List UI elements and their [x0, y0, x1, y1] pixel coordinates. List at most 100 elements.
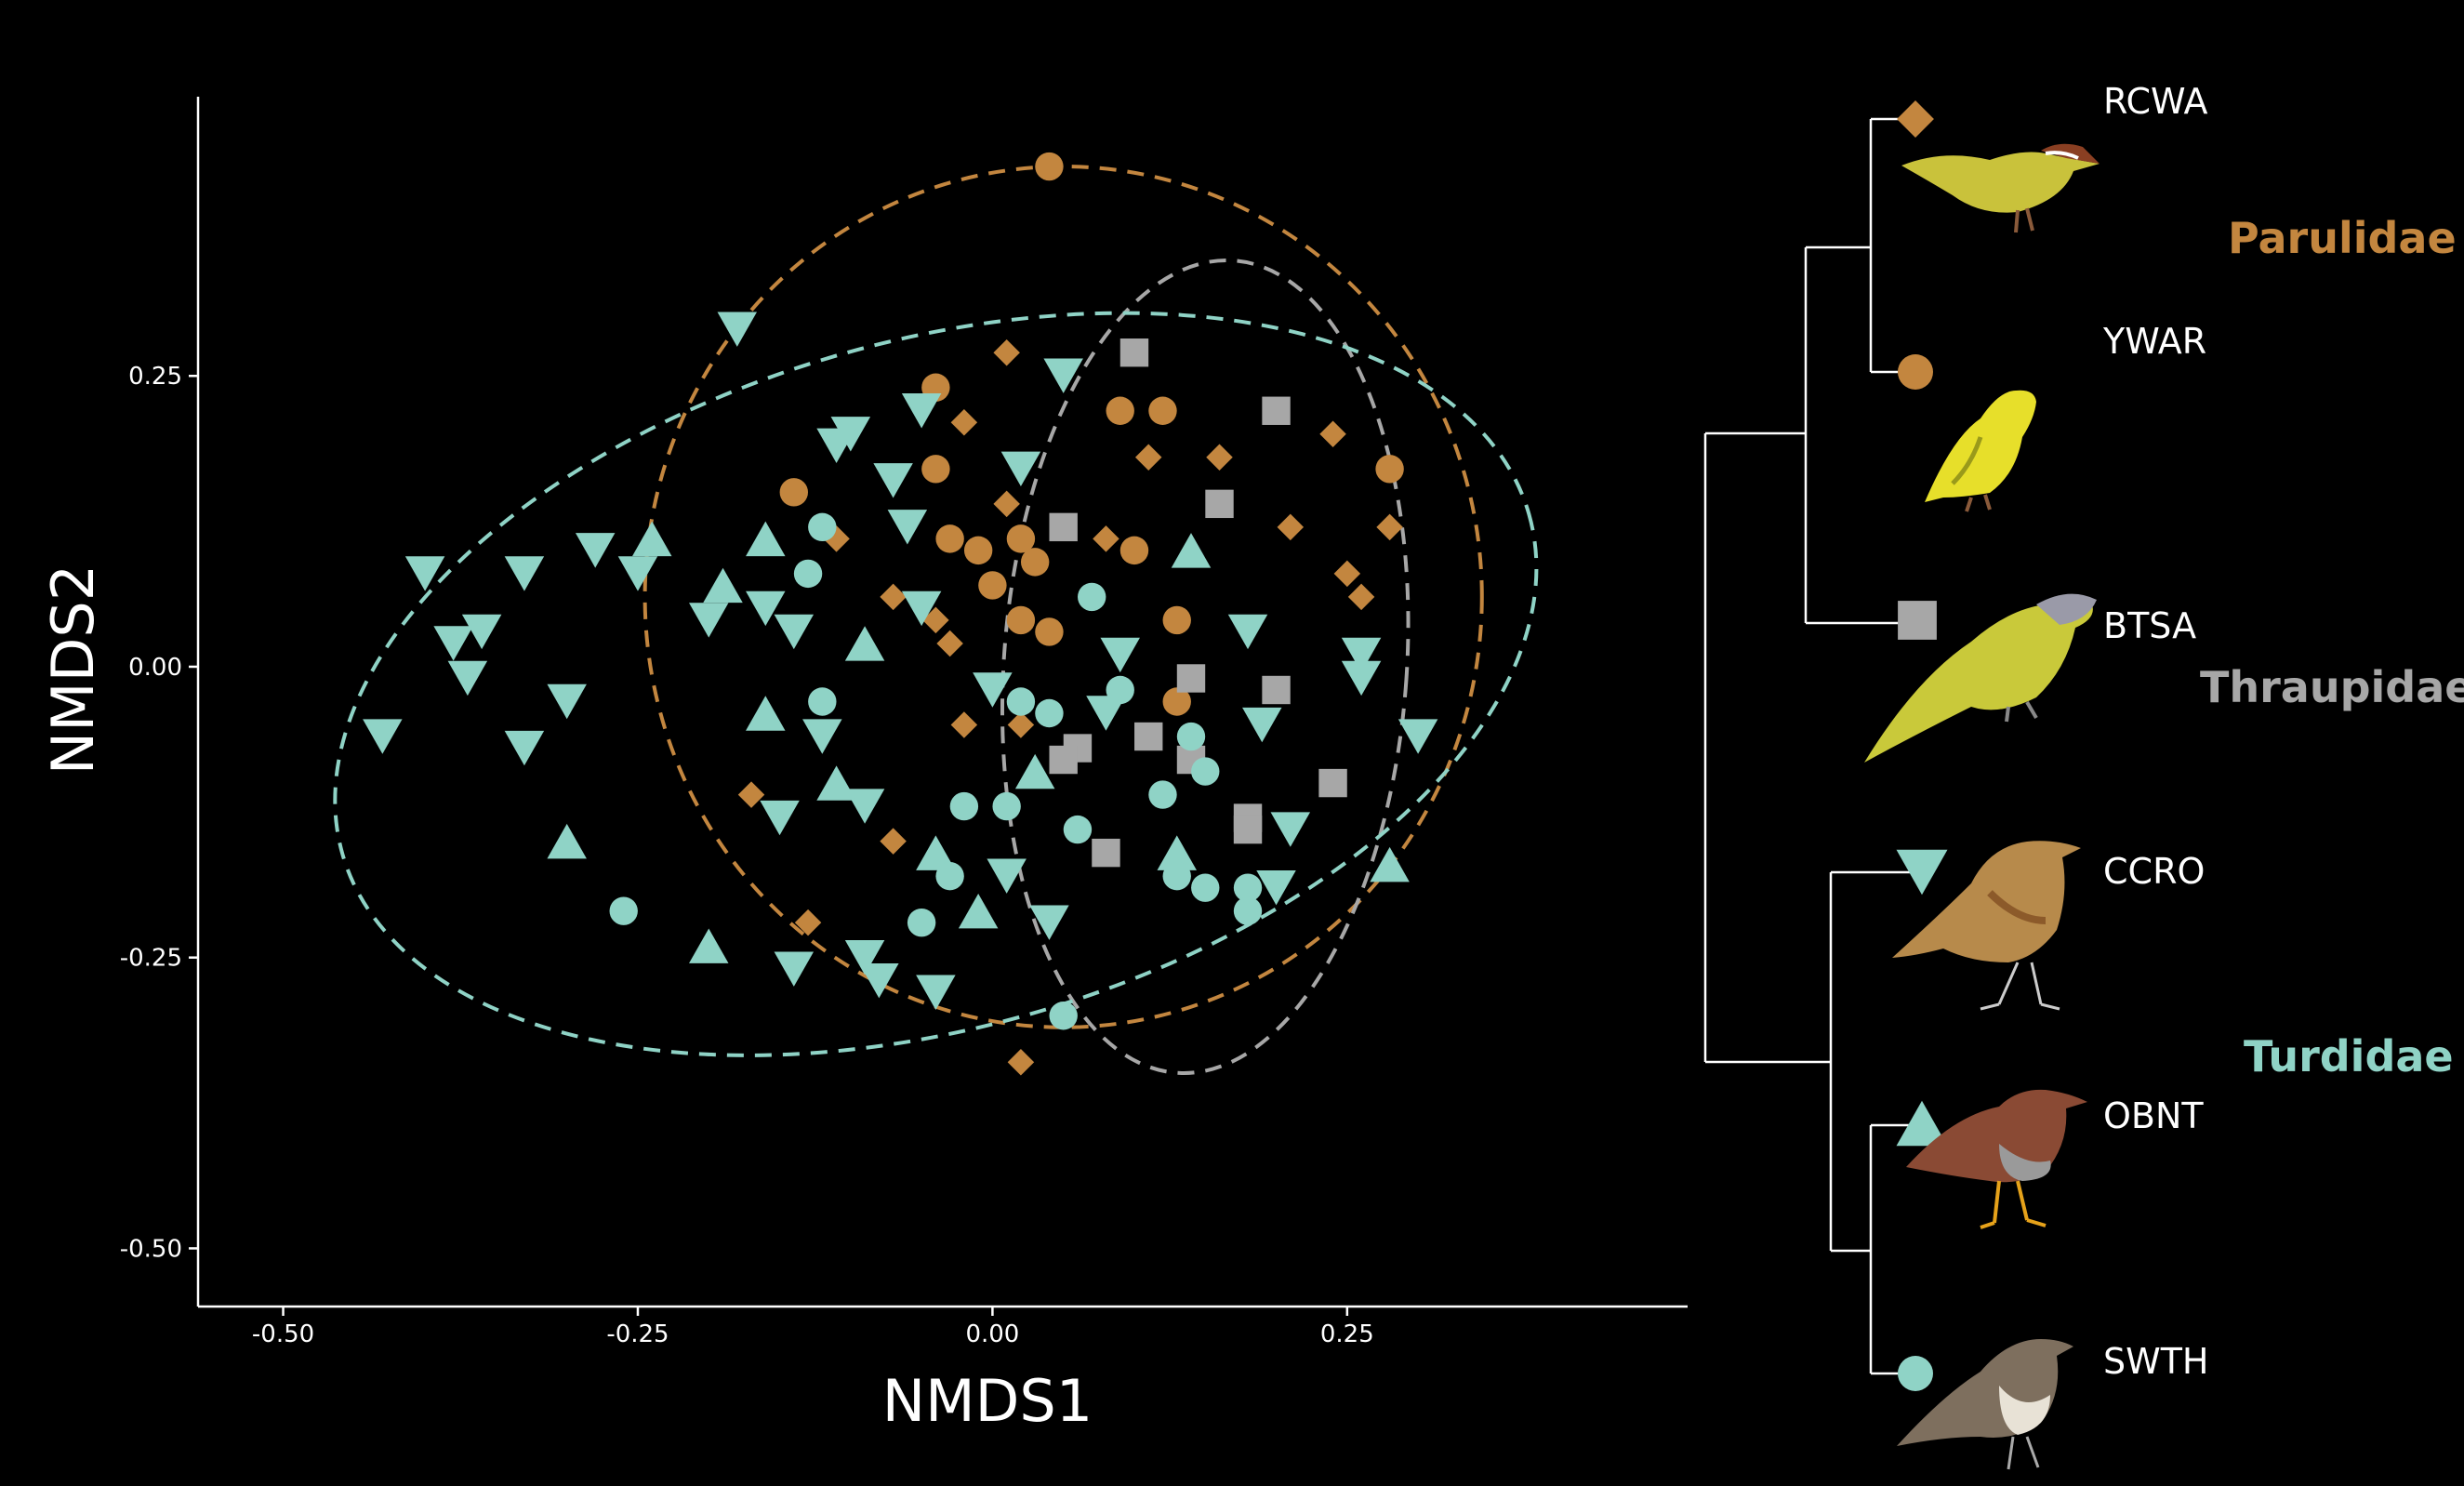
point-rcwa — [950, 409, 978, 436]
point-ccro — [575, 533, 616, 568]
point-swth — [808, 687, 837, 716]
point-ywar — [1375, 455, 1404, 484]
point-ywar — [963, 536, 993, 565]
bird-illustration-btsa — [1864, 593, 2097, 763]
point-btsa — [1262, 396, 1291, 425]
point-obnt — [689, 928, 729, 963]
scatter-plot: NMDS1 NMDS2 — [39, 97, 1688, 1435]
tick-labels: -0.50 -0.25 0.00 0.25 -0.50 -0.25 0.00 0.25 — [120, 363, 1374, 1348]
family-label-turdidae: Turdidae — [2244, 1031, 2454, 1081]
point-ywar — [921, 455, 950, 484]
point-swth — [1191, 757, 1220, 786]
point-obnt — [631, 521, 672, 557]
point-ccro — [973, 672, 1013, 708]
point-btsa — [1318, 768, 1347, 798]
point-swth — [935, 861, 964, 891]
point-swth — [1078, 582, 1106, 612]
point-ccro — [504, 556, 545, 591]
point-ccro — [916, 975, 956, 1010]
point-rcwa — [993, 490, 1020, 518]
point-ccro — [717, 312, 758, 347]
point-ccro — [901, 393, 942, 429]
point-ccro — [1256, 869, 1296, 906]
legend-marker-ywar — [1898, 354, 1933, 390]
point-ywar — [1119, 536, 1149, 565]
point-rcwa — [1134, 444, 1162, 471]
point-ccro — [746, 590, 786, 627]
y-tick-label: 0.25 — [128, 363, 182, 391]
ellipse-parulidae — [642, 165, 1484, 1029]
point-rcwa — [936, 630, 963, 657]
species-code-btsa: BTSA — [2103, 605, 2196, 646]
point-btsa — [1092, 838, 1120, 868]
x-tick-label: 0.00 — [965, 1320, 1019, 1348]
point-obnt — [703, 567, 743, 604]
family-label-parulidae: Parulidae — [2228, 213, 2457, 263]
x-tick-label: -0.25 — [606, 1320, 669, 1348]
point-ccro — [689, 603, 729, 638]
y-tick-label: -0.50 — [120, 1235, 182, 1263]
point-obnt — [547, 823, 587, 859]
point-ccro — [617, 556, 658, 591]
point-swth — [793, 559, 823, 589]
ellipse-thraupidae — [1000, 258, 1411, 1076]
point-btsa — [1262, 675, 1291, 705]
point-rcwa — [880, 828, 907, 855]
point-swth — [1106, 675, 1134, 705]
point-ccro — [1029, 905, 1069, 940]
point-rcwa — [1319, 420, 1346, 448]
point-btsa — [1119, 338, 1149, 367]
point-swth — [1006, 687, 1036, 716]
point-swth — [1148, 780, 1177, 809]
point-ccro — [1043, 358, 1083, 393]
point-rcwa — [794, 909, 822, 936]
point-ccro — [987, 858, 1027, 894]
point-obnt — [746, 521, 786, 557]
point-ywar — [1162, 687, 1191, 716]
bird-illustration-swth — [1897, 1339, 2073, 1470]
point-ccro — [844, 789, 885, 824]
point-ywar — [1020, 548, 1050, 577]
point-obnt — [844, 626, 885, 661]
point-swth — [1233, 896, 1263, 925]
point-rcwa — [1376, 513, 1403, 541]
point-ccro — [433, 626, 473, 661]
point-swth — [1162, 861, 1191, 891]
point-ccro — [363, 719, 403, 754]
point-rcwa — [1007, 1049, 1035, 1076]
species-code-ccro: CCRO — [2103, 851, 2205, 892]
point-btsa — [1176, 664, 1206, 693]
point-rcwa — [1206, 444, 1233, 471]
point-ccro — [774, 951, 815, 987]
point-rcwa — [922, 606, 949, 634]
point-obnt — [1157, 835, 1197, 870]
point-btsa — [1134, 722, 1163, 751]
point-swth — [1191, 873, 1220, 902]
point-ccro — [887, 510, 928, 545]
point-swth — [1176, 722, 1206, 751]
point-obnt — [816, 765, 856, 801]
point-ywar — [779, 478, 808, 507]
point-swth — [907, 908, 936, 937]
bird-illustration-ywar — [1925, 390, 2036, 512]
point-ccro — [859, 963, 899, 999]
point-ccro — [1227, 614, 1268, 650]
y-tick-label: 0.00 — [128, 654, 182, 682]
point-ccro — [461, 614, 502, 650]
legend-marker-swth — [1898, 1356, 1933, 1391]
point-obnt — [1171, 533, 1212, 568]
point-rcwa — [1277, 513, 1305, 541]
point-ccro — [1000, 451, 1041, 487]
point-btsa — [1049, 512, 1078, 542]
bird-illustration-ccro — [1892, 841, 2081, 1011]
family-label-thraupidae: Thraupidae — [2200, 662, 2464, 712]
species-code-obnt: OBNT — [2103, 1095, 2204, 1136]
point-ccro — [1086, 696, 1126, 731]
point-ywar — [1162, 605, 1191, 635]
legend-markers — [1896, 100, 1948, 1391]
bird-illustration-obnt — [1906, 1089, 2087, 1229]
family-ellipses — [333, 165, 1539, 1076]
point-swth — [992, 791, 1021, 821]
